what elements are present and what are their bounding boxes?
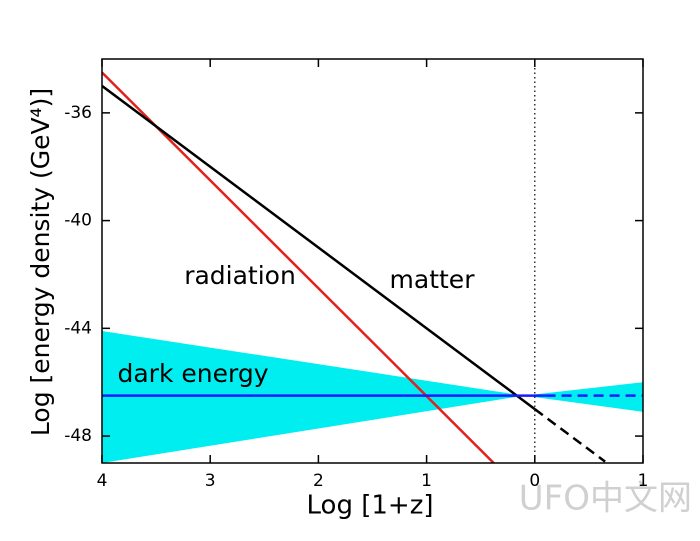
series-line [534, 408, 606, 463]
y-axis-label: Log [energy density (GeV⁴)] [26, 88, 55, 436]
y-tick-label: -48 [64, 426, 92, 446]
x-tick-label: 4 [97, 471, 108, 491]
x-tick-label: 3 [205, 471, 216, 491]
y-tick-label: -36 [64, 103, 92, 123]
x-tick-label: 1 [421, 471, 432, 491]
watermark: UFO中文网 [519, 479, 692, 519]
series-label: matter [390, 265, 476, 294]
x-axis-label: Log [1+z] [307, 491, 434, 521]
x-tick-label: 0 [529, 471, 540, 491]
uncertainty-band [102, 331, 643, 463]
x-tick-label: 2 [313, 471, 324, 491]
y-tick-label: -40 [64, 211, 92, 231]
plot [102, 59, 643, 463]
y-tick-label: -44 [64, 318, 92, 338]
x-tick-label: 1 [638, 471, 649, 491]
plot-frame [101, 58, 644, 464]
series-label: radiation [184, 261, 296, 290]
series-line [102, 71, 495, 463]
series-label: dark energy [117, 359, 268, 388]
series-line [102, 84, 536, 411]
